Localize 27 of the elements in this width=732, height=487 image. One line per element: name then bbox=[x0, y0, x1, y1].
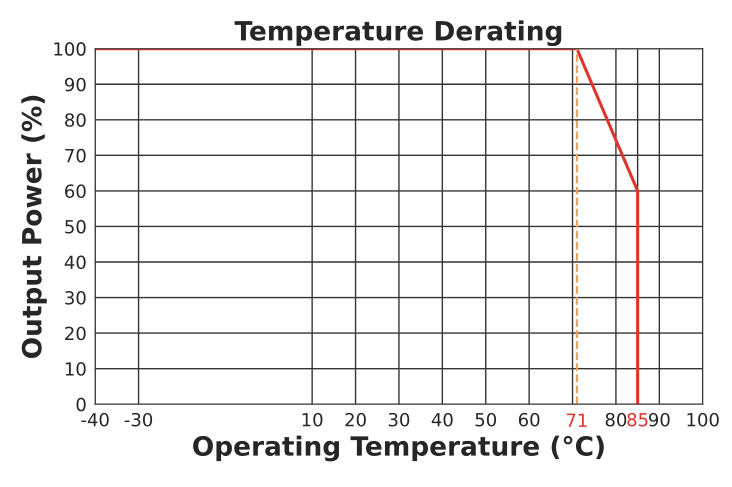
x-tick-label: 30 bbox=[388, 412, 410, 427]
x-tick-label: 60 bbox=[518, 412, 540, 427]
x-tick-label: 85 bbox=[627, 412, 648, 427]
y-tick-label: 90 bbox=[64, 78, 86, 92]
x-tick-label: 50 bbox=[476, 412, 496, 427]
ref-line-label: 71 bbox=[566, 414, 587, 427]
y-tick-label: 20 bbox=[65, 326, 86, 340]
x-axis-title: Operating Temperature (°C) bbox=[193, 436, 604, 462]
x-tick-label: 100 bbox=[687, 412, 719, 427]
x-tick-label: 80 bbox=[606, 412, 626, 427]
y-tick-label: 10 bbox=[66, 362, 86, 376]
y-tick-label: 60 bbox=[65, 184, 86, 198]
y-tick-label: 80 bbox=[65, 113, 86, 127]
chart-title: Temperature Derating bbox=[234, 20, 562, 46]
x-tick-label: -30 bbox=[124, 412, 152, 427]
y-tick-label: 50 bbox=[65, 220, 86, 234]
x-tick-label: 10 bbox=[302, 412, 322, 427]
x-tick-label: 20 bbox=[345, 412, 366, 427]
x-tick-label: 40 bbox=[432, 412, 453, 427]
y-tick-label: 40 bbox=[64, 255, 86, 270]
y-axis-title: Output Power (%) bbox=[21, 96, 47, 358]
x-tick-label: -40 bbox=[81, 412, 109, 427]
y-tick-label: 70 bbox=[65, 148, 86, 162]
x-tick-label: 90 bbox=[648, 412, 670, 427]
y-tick-label: 30 bbox=[65, 291, 86, 305]
y-tick-label: 0 bbox=[76, 398, 86, 412]
y-tick-label: 100 bbox=[54, 42, 86, 56]
